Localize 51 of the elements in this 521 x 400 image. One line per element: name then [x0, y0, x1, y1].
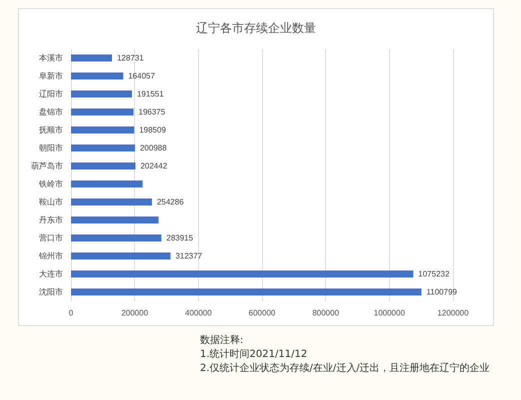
y-tick-label: 鞍山市 [39, 198, 63, 206]
data-label: 312377 [175, 252, 203, 260]
y-tick-label: 本溪市 [39, 54, 63, 62]
chart-title: 辽宁各市存续企业数量 [196, 21, 316, 35]
data-label: 200988 [140, 144, 168, 152]
x-tick-label: 200000 [121, 308, 149, 318]
data-label: 164057 [128, 72, 156, 80]
y-tick-label: 葫芦岛市 [31, 162, 63, 170]
x-tick-label: 1200000 [437, 308, 470, 318]
x-tick-label: 800000 [312, 308, 340, 318]
y-tick-label: 营口市 [39, 234, 63, 242]
y-tick-label: 朝阳市 [39, 144, 63, 152]
data-label: 196375 [138, 108, 166, 116]
bar [71, 126, 134, 134]
bar [71, 162, 136, 170]
bar [71, 252, 170, 260]
data-label: 202442 [140, 162, 168, 170]
x-tick-label: 600000 [248, 308, 276, 318]
x-tick-label: 0 [68, 308, 74, 318]
text: 2.仅统计企业状态为存续/在业/迁入/迁出，且注册地在辽宁的企业 [200, 362, 490, 376]
bar [71, 72, 124, 80]
x-tick-label: 1000000 [374, 308, 406, 318]
bar [71, 288, 422, 296]
y-tick-label: 抚顺市 [38, 126, 63, 134]
bar [71, 180, 143, 188]
data-label: 128731 [116, 54, 144, 62]
y-tick-label: 丹东市 [39, 216, 63, 224]
y-tick-label: 辽阳市 [39, 90, 63, 98]
bar [71, 90, 132, 98]
bar [71, 216, 159, 224]
bar [71, 54, 112, 62]
data-label: 254286 [156, 198, 184, 206]
bar [71, 234, 162, 242]
bar [71, 270, 414, 278]
y-tick-label: 沈阳市 [39, 288, 63, 296]
data-label: 198509 [139, 126, 166, 134]
bar [71, 198, 152, 206]
bar [71, 108, 134, 116]
y-tick-label: 阜新市 [39, 72, 63, 80]
bar [71, 144, 135, 152]
y-tick-label: 大连市 [39, 270, 63, 278]
y-tick-label: 铁岭市 [38, 180, 63, 188]
x-tick-label: 400000 [184, 308, 212, 318]
data-label: 1100799 [426, 288, 458, 296]
text: 1.统计时间2021/11/12 [200, 348, 308, 362]
data-label: 191551 [136, 90, 164, 98]
text: 数据注释: [200, 334, 244, 348]
data-label: 1075232 [418, 270, 450, 278]
data-label: 283915 [166, 234, 194, 242]
y-tick-label: 盘锦市 [39, 108, 63, 116]
y-tick-label: 锦州市 [38, 252, 63, 260]
